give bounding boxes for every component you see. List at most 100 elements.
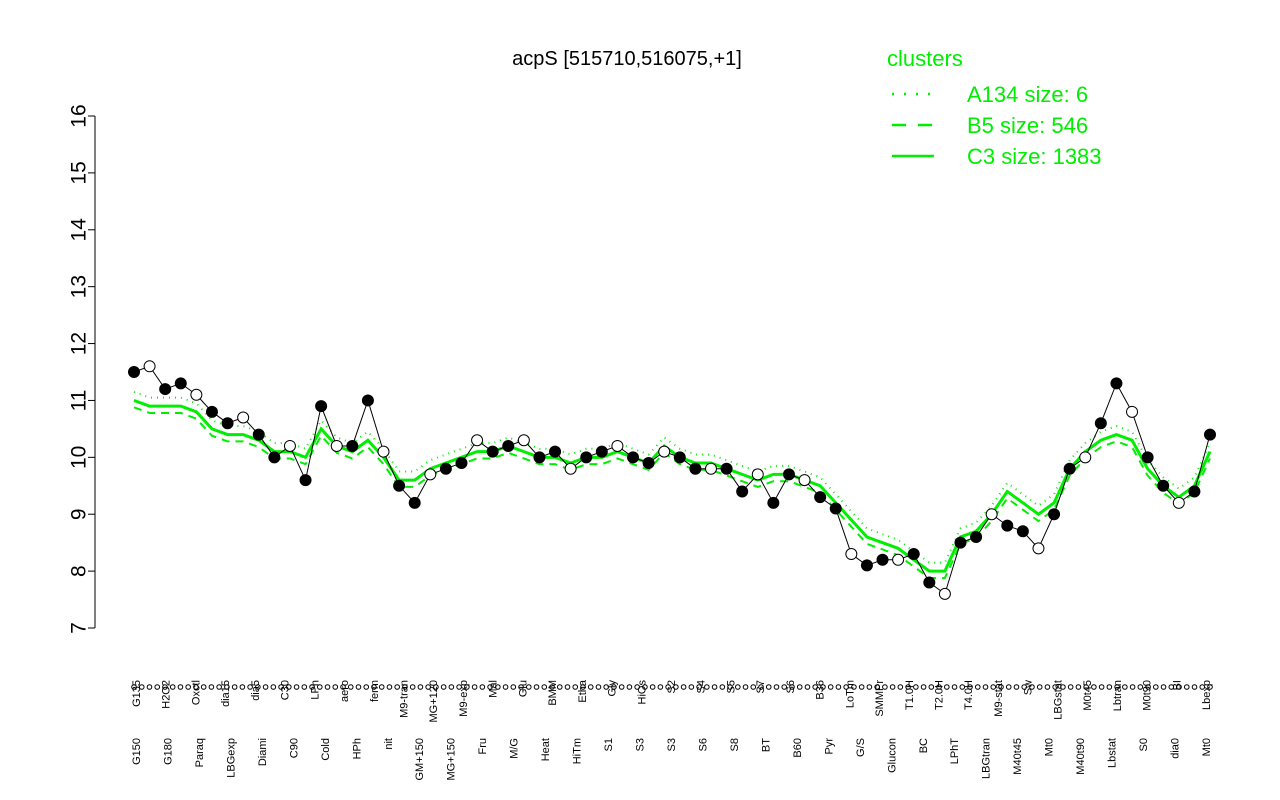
data-point bbox=[580, 451, 593, 464]
rug-mark bbox=[1191, 684, 1198, 690]
rug-mark bbox=[146, 684, 153, 690]
x-tick-label: S8 bbox=[729, 738, 741, 751]
rug-mark bbox=[1129, 684, 1136, 690]
x-tick-label: C30 bbox=[280, 680, 292, 700]
rug-mark bbox=[851, 684, 857, 690]
x-tick-label: M9-tran bbox=[399, 680, 411, 718]
rug-mark bbox=[951, 684, 958, 690]
rug-mark bbox=[1005, 684, 1012, 690]
data-point bbox=[315, 400, 328, 413]
rug-mark bbox=[974, 684, 981, 690]
rug-mark bbox=[827, 684, 834, 690]
rug-mark bbox=[1114, 684, 1120, 690]
y-tick-label: 14 bbox=[68, 218, 91, 242]
rug-mark bbox=[742, 684, 749, 690]
rug-mark bbox=[1036, 684, 1043, 690]
legend-title: clusters bbox=[887, 46, 963, 71]
data-point bbox=[704, 462, 717, 475]
rug-mark bbox=[518, 684, 524, 690]
data-point bbox=[1032, 542, 1045, 555]
rug-mark bbox=[580, 684, 586, 690]
data-point bbox=[143, 360, 156, 373]
rug-mark bbox=[154, 684, 161, 690]
data-point bbox=[658, 445, 671, 458]
rug-mark bbox=[286, 684, 292, 690]
data-point bbox=[860, 559, 873, 572]
data-point bbox=[907, 548, 920, 561]
rug-mark bbox=[1067, 684, 1074, 690]
x-tick-label: Cold bbox=[320, 738, 332, 761]
rug-mark bbox=[1075, 684, 1082, 690]
data-point bbox=[283, 439, 296, 452]
rug-mark bbox=[425, 684, 431, 690]
data-point bbox=[767, 496, 780, 509]
x-tick-label: S6 bbox=[697, 738, 709, 751]
rug-mark bbox=[231, 684, 238, 690]
rug-mark bbox=[525, 684, 532, 690]
rug-mark bbox=[1060, 684, 1066, 690]
x-tick-label: BC bbox=[918, 738, 930, 753]
x-tick-label: BT bbox=[760, 738, 772, 752]
x-tick-label: LBGexp bbox=[225, 738, 237, 778]
rug-mark bbox=[177, 684, 184, 690]
rug-mark bbox=[355, 684, 362, 690]
rug-mark bbox=[386, 684, 393, 690]
data-point bbox=[876, 553, 889, 566]
rug-mark bbox=[510, 684, 517, 690]
data-point bbox=[439, 462, 452, 475]
rug-mark bbox=[131, 684, 137, 690]
rug-mark bbox=[765, 684, 772, 690]
x-tick-label: S3 bbox=[635, 738, 647, 751]
rug-mark bbox=[456, 684, 462, 690]
y-tick-label: 11 bbox=[68, 390, 91, 412]
rug-mark bbox=[363, 684, 370, 690]
rug-mark bbox=[1145, 684, 1151, 690]
x-tick-label: B36 bbox=[815, 680, 827, 700]
data-point bbox=[424, 468, 437, 481]
rug-mark bbox=[688, 684, 695, 690]
x-tick-label: S1 bbox=[603, 738, 615, 751]
rug-mark bbox=[642, 684, 648, 690]
data-point bbox=[1141, 451, 1154, 464]
rug-mark bbox=[719, 684, 726, 690]
rug-mark bbox=[495, 684, 501, 690]
rug-mark bbox=[611, 684, 617, 690]
data-point bbox=[128, 366, 140, 378]
rug-mark bbox=[882, 684, 888, 690]
rug-mark bbox=[866, 684, 873, 690]
data-point bbox=[502, 439, 515, 452]
rug-mark bbox=[928, 684, 935, 690]
rug-mark bbox=[789, 684, 795, 690]
y-tick-label: 9 bbox=[68, 508, 91, 520]
x-tick-label: HiOs bbox=[636, 680, 648, 705]
data-point bbox=[923, 576, 936, 589]
data-point bbox=[393, 479, 406, 492]
rug-mark bbox=[804, 684, 811, 690]
rug-mark bbox=[905, 684, 911, 690]
x-tick-label: HPh bbox=[351, 738, 363, 759]
data-point bbox=[330, 439, 343, 452]
data-point bbox=[237, 411, 250, 424]
data-point bbox=[517, 434, 530, 447]
data-point bbox=[205, 405, 218, 418]
x-tick-label: Etha bbox=[577, 679, 589, 703]
x-rug bbox=[131, 684, 1213, 690]
rug-mark bbox=[982, 684, 989, 690]
rug-mark bbox=[239, 684, 246, 690]
rug-mark bbox=[549, 684, 555, 690]
x-tick-label: T1.0H bbox=[904, 680, 916, 710]
rug-mark bbox=[959, 684, 966, 690]
data-point bbox=[1172, 496, 1185, 509]
data-point bbox=[673, 451, 686, 464]
rug-mark bbox=[920, 684, 927, 690]
rug-mark bbox=[533, 684, 540, 690]
data-point bbox=[845, 548, 858, 561]
data-point bbox=[814, 491, 827, 504]
data-point bbox=[159, 383, 172, 396]
x-tick-label: dia5 bbox=[250, 680, 262, 701]
rug-mark bbox=[1091, 684, 1097, 690]
x-tick-label: LBGtran bbox=[981, 738, 993, 779]
x-tick-label: LPh bbox=[309, 680, 321, 700]
x-tick-label: dia15 bbox=[220, 680, 232, 707]
